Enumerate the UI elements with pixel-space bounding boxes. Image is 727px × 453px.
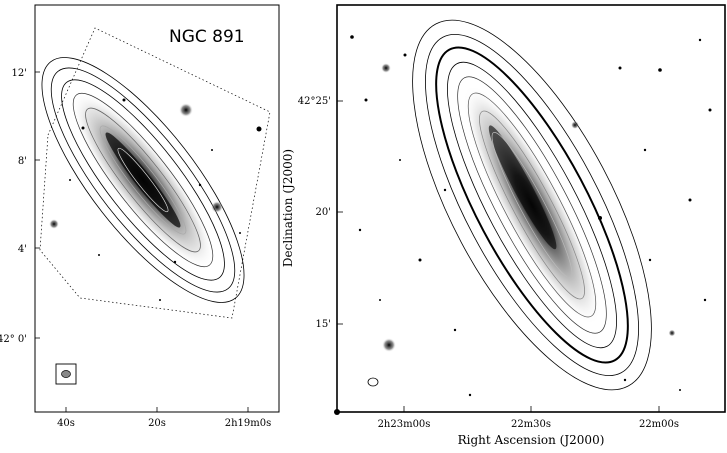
left-dec-tick-label: 8' (18, 156, 27, 167)
left-ra-tick-label: 20s (148, 418, 166, 429)
right-ticks (337, 100, 660, 412)
right-dec-tick-label: 15' (316, 319, 331, 330)
left-beam-box (55, 363, 77, 385)
right-x-axis-label: Right Ascension (J2000) (458, 433, 605, 447)
right-ra-tick-label: 2h23m00s (378, 419, 431, 430)
left-galaxy (41, 57, 245, 303)
left-beam-ellipse (61, 370, 71, 378)
right-ra-tick-label: 22m00s (639, 419, 679, 430)
left-panel: NGC 891 12' 8' 4' 42° 0' 40s 20s 2h19m0s (0, 4, 280, 429)
left-ra-tick-label: 40s (57, 418, 75, 429)
right-ra-tick-label: 22m30s (511, 419, 551, 430)
corner-dot (334, 409, 340, 415)
right-panel: 42°25' 20' 15' 2h23m00s 22m30s 22m00s Ri… (281, 4, 726, 447)
left-title: NGC 891 (169, 27, 245, 47)
right-dec-tick-label: 42°25' (298, 96, 331, 107)
left-dec-tick-label: 4' (18, 244, 27, 255)
left-dec-tick-label: 42° 0' (0, 334, 27, 345)
left-field-outline (39, 27, 271, 319)
right-y-axis-label: Declination (J2000) (281, 149, 295, 267)
left-stars (49, 98, 262, 301)
left-dec-tick-label: 12' (12, 68, 27, 79)
right-beam-ellipse (367, 377, 379, 387)
right-stars (350, 35, 712, 397)
left-ra-tick-label: 2h19m0s (225, 418, 272, 429)
left-ticks (35, 71, 249, 412)
right-galaxy (412, 19, 652, 391)
right-dec-tick-label: 20' (316, 207, 331, 218)
